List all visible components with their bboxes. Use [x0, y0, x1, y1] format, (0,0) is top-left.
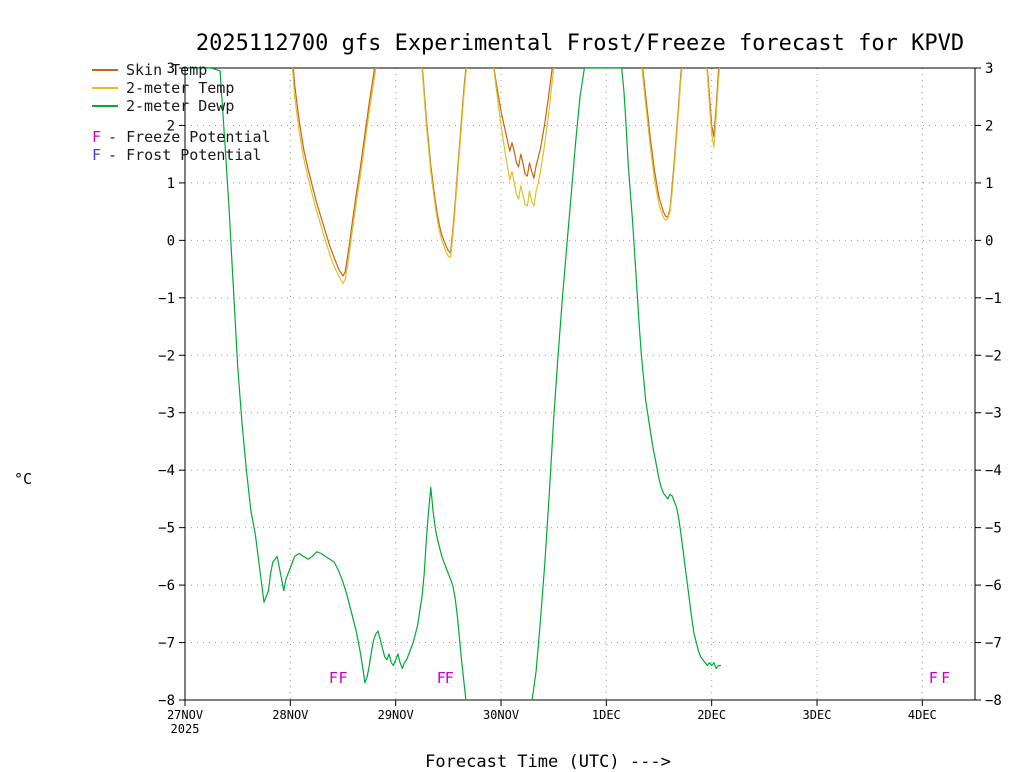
axis-tick-labels: −8 −8 −7 −7 −6 −6 −5 −5 −4 −4 −3 −3 −2 −2 −1 −1 0 0 1 1 2 2 3 3… — [158, 61, 1002, 736]
svg-text:−4: −4 — [158, 463, 175, 479]
svg-text:3: 3 — [167, 61, 175, 77]
svg-text:28NOV: 28NOV — [272, 708, 308, 722]
svg-text:0: 0 — [985, 233, 993, 249]
svg-text:−4: −4 — [985, 463, 1002, 479]
svg-text:−6: −6 — [158, 578, 175, 594]
legend-item-frost-potential: F - Frost Potential — [92, 146, 271, 164]
freeze-potential-letter: F — [92, 128, 102, 146]
svg-text:2: 2 — [167, 118, 175, 134]
svg-text:F: F — [437, 669, 446, 687]
plot-border — [184, 67, 976, 701]
svg-text:−7: −7 — [158, 636, 175, 652]
x-axis-label: Forecast Time (UTC) ---> — [425, 752, 671, 772]
svg-text:1: 1 — [985, 176, 993, 192]
legend-item-2m-dewp: 2-meter Dewp — [92, 97, 271, 115]
svg-text:F: F — [929, 669, 938, 687]
y-axis-label: °C — [14, 470, 33, 488]
svg-text:3DEC: 3DEC — [803, 708, 832, 722]
svg-text:30NOV: 30NOV — [483, 708, 519, 722]
svg-text:−1: −1 — [158, 291, 175, 307]
svg-text:0: 0 — [167, 233, 175, 249]
series-temp-2m — [291, 68, 721, 285]
svg-text:1DEC: 1DEC — [592, 708, 621, 722]
svg-text:1: 1 — [167, 176, 175, 192]
svg-text:2: 2 — [985, 118, 993, 134]
svg-text:−5: −5 — [985, 521, 1002, 537]
legend-label-2m-dewp: 2-meter Dewp — [126, 97, 235, 115]
legend-item-freeze-potential: F - Freeze Potential — [92, 128, 271, 146]
svg-text:2025: 2025 — [171, 722, 200, 736]
svg-text:−6: −6 — [985, 578, 1002, 594]
legend-item-skin-temp: Skin Temp — [92, 61, 271, 79]
grid — [185, 68, 975, 700]
svg-text:3: 3 — [985, 61, 993, 77]
legend-label-freeze-potential: - Freeze Potential — [108, 128, 271, 146]
svg-text:F: F — [338, 669, 347, 687]
chart-title: 2025112700 gfs Experimental Frost/Freeze… — [195, 31, 965, 56]
svg-text:−8: −8 — [158, 693, 175, 709]
svg-text:4DEC: 4DEC — [908, 708, 937, 722]
legend-label-2m-temp: 2-meter Temp — [126, 79, 235, 97]
svg-text:−7: −7 — [985, 636, 1002, 652]
svg-text:−1: −1 — [985, 291, 1002, 307]
skin-temp-line-swatch — [92, 69, 118, 71]
svg-text:−2: −2 — [985, 348, 1002, 364]
svg-text:F: F — [941, 669, 950, 687]
svg-text:−3: −3 — [985, 406, 1002, 422]
svg-text:F: F — [445, 669, 454, 687]
legend-item-2m-temp: 2-meter Temp — [92, 79, 271, 97]
freeze-potential-marks: F F FF F F — [329, 669, 950, 687]
svg-text:29NOV: 29NOV — [378, 708, 414, 722]
2m-dewp-line-swatch — [92, 105, 118, 107]
svg-text:−3: −3 — [158, 406, 175, 422]
series-dewp-2m — [185, 68, 722, 700]
frost-potential-letter: F — [92, 146, 102, 164]
axis-ticks — [179, 67, 981, 706]
legend-label-skin-temp: Skin Temp — [126, 61, 208, 79]
svg-text:−2: −2 — [158, 348, 175, 364]
legend-spacer — [92, 115, 271, 128]
svg-text:27NOV: 27NOV — [167, 708, 203, 722]
svg-text:F: F — [329, 669, 338, 687]
svg-text:−5: −5 — [158, 521, 175, 537]
svg-text:−8: −8 — [985, 693, 1002, 709]
chart-legend: Skin Temp 2-meter Temp 2-meter Dewp F - … — [92, 61, 271, 164]
2m-temp-line-swatch — [92, 87, 118, 89]
svg-text:2DEC: 2DEC — [697, 708, 726, 722]
legend-label-frost-potential: - Frost Potential — [108, 146, 262, 164]
